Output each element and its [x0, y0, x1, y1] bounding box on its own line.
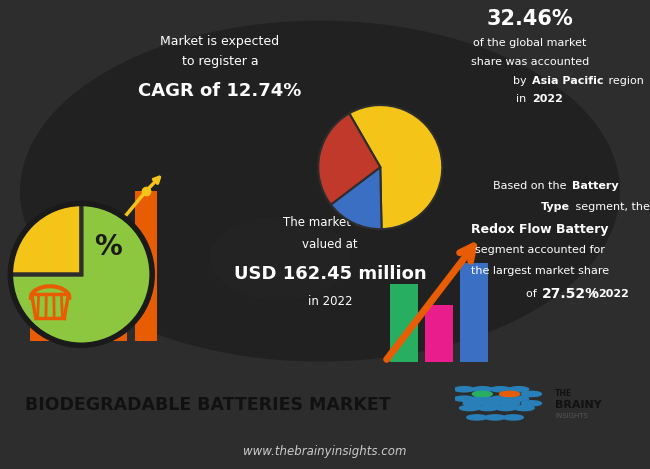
Text: The market was: The market was — [283, 216, 378, 228]
FancyArrowPatch shape — [387, 246, 474, 359]
Circle shape — [473, 386, 492, 392]
Text: in 2022: in 2022 — [307, 295, 352, 308]
Circle shape — [491, 396, 510, 401]
Circle shape — [500, 401, 519, 406]
Text: in: in — [585, 289, 603, 299]
Circle shape — [509, 386, 528, 392]
Text: region: region — [605, 76, 644, 85]
Wedge shape — [10, 204, 81, 274]
Wedge shape — [349, 105, 442, 229]
Bar — [390, 284, 418, 362]
Circle shape — [521, 391, 541, 396]
Wedge shape — [318, 113, 380, 204]
Text: Battery: Battery — [572, 181, 619, 191]
Ellipse shape — [310, 103, 490, 248]
Circle shape — [503, 415, 523, 420]
Circle shape — [454, 396, 474, 401]
Circle shape — [463, 401, 483, 406]
Text: share was accounted: share was accounted — [471, 57, 589, 67]
Bar — [105, 227, 127, 341]
Text: 2022: 2022 — [598, 289, 629, 299]
Bar — [135, 191, 157, 341]
Text: valued at: valued at — [302, 238, 358, 251]
Circle shape — [496, 405, 516, 411]
Ellipse shape — [80, 93, 280, 217]
Text: by: by — [513, 76, 530, 85]
Circle shape — [460, 405, 480, 411]
Text: BIODEGRADABLE BATTERIES MARKET: BIODEGRADABLE BATTERIES MARKET — [25, 396, 391, 415]
Wedge shape — [10, 204, 152, 345]
Circle shape — [485, 415, 505, 420]
Text: BRAINY: BRAINY — [555, 400, 602, 410]
Ellipse shape — [210, 217, 350, 300]
Wedge shape — [331, 167, 382, 229]
Circle shape — [467, 415, 487, 420]
Text: USD 162.45 million: USD 162.45 million — [234, 265, 426, 283]
Text: segment, the: segment, the — [572, 202, 650, 212]
Text: of the global market: of the global market — [473, 38, 587, 48]
Text: 32.46%: 32.46% — [487, 8, 573, 29]
Text: the largest market share: the largest market share — [471, 265, 609, 276]
Bar — [55, 258, 77, 341]
Bar — [80, 274, 102, 341]
Text: Redox Flow Battery: Redox Flow Battery — [471, 223, 609, 236]
Circle shape — [454, 386, 474, 392]
Circle shape — [521, 401, 541, 406]
Text: Market is expected: Market is expected — [161, 35, 280, 48]
Bar — [425, 305, 453, 362]
Ellipse shape — [20, 21, 620, 362]
Text: segment accounted for: segment accounted for — [475, 245, 605, 255]
Text: THE: THE — [555, 389, 572, 399]
Text: Asia Pacific: Asia Pacific — [532, 76, 603, 85]
Circle shape — [514, 405, 534, 411]
Bar — [460, 264, 488, 362]
Circle shape — [482, 401, 501, 406]
Text: in: in — [516, 94, 530, 104]
Text: to register a: to register a — [182, 55, 258, 68]
Text: INSIGHTS: INSIGHTS — [555, 413, 588, 419]
Text: %: % — [94, 234, 122, 261]
Circle shape — [478, 405, 498, 411]
Text: of: of — [526, 289, 540, 299]
Text: Based on the: Based on the — [493, 181, 570, 191]
Circle shape — [473, 391, 492, 396]
Circle shape — [500, 391, 519, 396]
Bar — [30, 284, 52, 341]
Text: www.thebrainyinsights.com: www.thebrainyinsights.com — [243, 445, 407, 458]
Text: 27.52%: 27.52% — [542, 287, 600, 302]
Circle shape — [473, 396, 492, 401]
Circle shape — [509, 396, 528, 401]
Text: 2022: 2022 — [532, 94, 563, 104]
Circle shape — [491, 386, 510, 392]
Ellipse shape — [323, 164, 437, 180]
Text: Type: Type — [541, 202, 570, 212]
Text: CAGR of 12.74%: CAGR of 12.74% — [138, 82, 302, 100]
